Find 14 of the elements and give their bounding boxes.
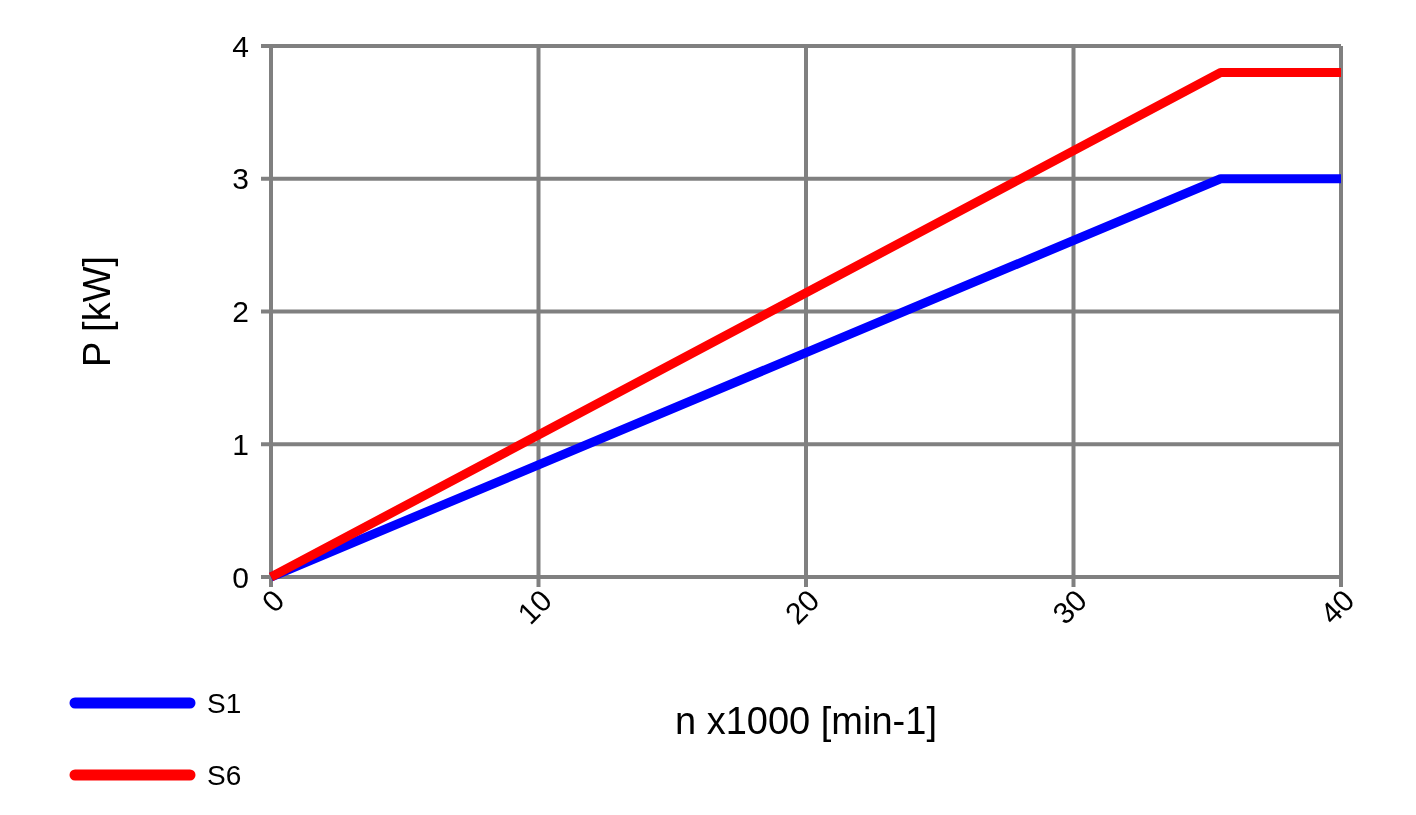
y-tick-label: 4 bbox=[232, 29, 249, 63]
x-tick-label: 0 bbox=[255, 583, 291, 619]
y-tick-label: 0 bbox=[232, 560, 249, 594]
x-tick-label: 20 bbox=[778, 583, 826, 631]
y-tick-label: 2 bbox=[232, 295, 249, 328]
y-tick-label: 3 bbox=[232, 162, 249, 196]
legend-label: S6 bbox=[207, 759, 242, 791]
y-axis-title: P [kW] bbox=[76, 255, 118, 368]
x-axis-title: n x1000 [min-1] bbox=[675, 700, 937, 742]
x-tick-label: 30 bbox=[1046, 583, 1094, 631]
legend-label: S1 bbox=[207, 687, 242, 719]
y-tick-label: 1 bbox=[232, 427, 249, 461]
x-tick-label: 10 bbox=[511, 583, 559, 631]
x-tick-label: 40 bbox=[1313, 583, 1361, 631]
